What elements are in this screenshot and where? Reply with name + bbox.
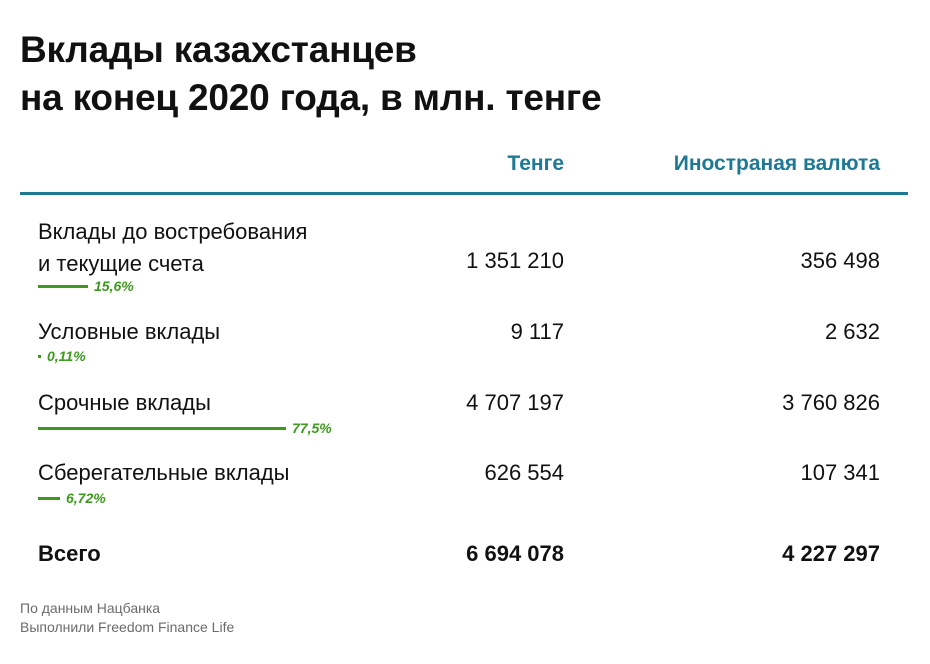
cell-savings-deposits-fx: 107 341 <box>800 460 880 485</box>
cell-term-deposits-fx: 3 760 826 <box>782 390 880 415</box>
share-label: 0,11% <box>47 348 86 364</box>
row-label-line: Срочные вклады <box>38 390 211 415</box>
row-label-line: Условные вклады <box>38 319 221 344</box>
row-label-demand-deposits: Вклады до востребования и текущие счета <box>38 216 307 280</box>
title-line-2: на конец 2020 года, в млн. тенге <box>20 77 602 118</box>
cell-total-fx: 4 227 297 <box>782 541 880 566</box>
cell-conditional-deposits-tenge: 9 117 <box>510 319 564 344</box>
column-header-tenge: Тенге <box>507 152 564 175</box>
credit-line: Выполнили Freedom Finance Life <box>20 619 235 635</box>
row-label-line: Сберегательные вклады <box>38 460 290 485</box>
column-header-foreign-currency: Иностраная валюта <box>673 152 880 175</box>
share-bar <box>38 496 60 500</box>
share-label: 77,5% <box>292 420 332 436</box>
title-line-1: Вклады казахстанцев <box>20 29 417 70</box>
row-label-savings-deposits: Сберегательные вклады <box>38 457 289 489</box>
share-indicator-term-deposits: 77,5% <box>38 420 332 436</box>
row-label-line: Вклады до востребования <box>38 219 308 244</box>
source-footer: По данным Нацбанка Выполнили Freedom Fin… <box>20 599 234 637</box>
share-bar <box>38 284 88 288</box>
share-indicator-savings-deposits: 6,72% <box>38 490 106 506</box>
share-indicator-conditional-deposits: 0,11% <box>38 348 86 364</box>
share-bar <box>38 354 41 358</box>
row-label-line: и текущие счета <box>38 251 204 276</box>
cell-demand-deposits-tenge: 1 351 210 <box>466 248 564 273</box>
page-title: Вклады казахстанцев на конец 2020 года, … <box>20 26 602 122</box>
cell-total-tenge: 6 694 078 <box>466 541 564 566</box>
row-label-conditional-deposits: Условные вклады <box>38 316 220 348</box>
share-label: 6,72% <box>66 490 106 506</box>
row-label-term-deposits: Срочные вклады <box>38 387 211 419</box>
share-label: 15,6% <box>94 278 134 294</box>
cell-savings-deposits-tenge: 626 554 <box>484 460 564 485</box>
share-indicator-demand-deposits: 15,6% <box>38 278 134 294</box>
header-divider <box>20 192 908 195</box>
share-bar <box>38 426 286 430</box>
row-label-total: Всего <box>38 541 101 566</box>
cell-demand-deposits-fx: 356 498 <box>800 248 880 273</box>
cell-conditional-deposits-fx: 2 632 <box>824 319 880 344</box>
source-line: По данным Нацбанка <box>20 600 161 616</box>
cell-term-deposits-tenge: 4 707 197 <box>466 390 564 415</box>
